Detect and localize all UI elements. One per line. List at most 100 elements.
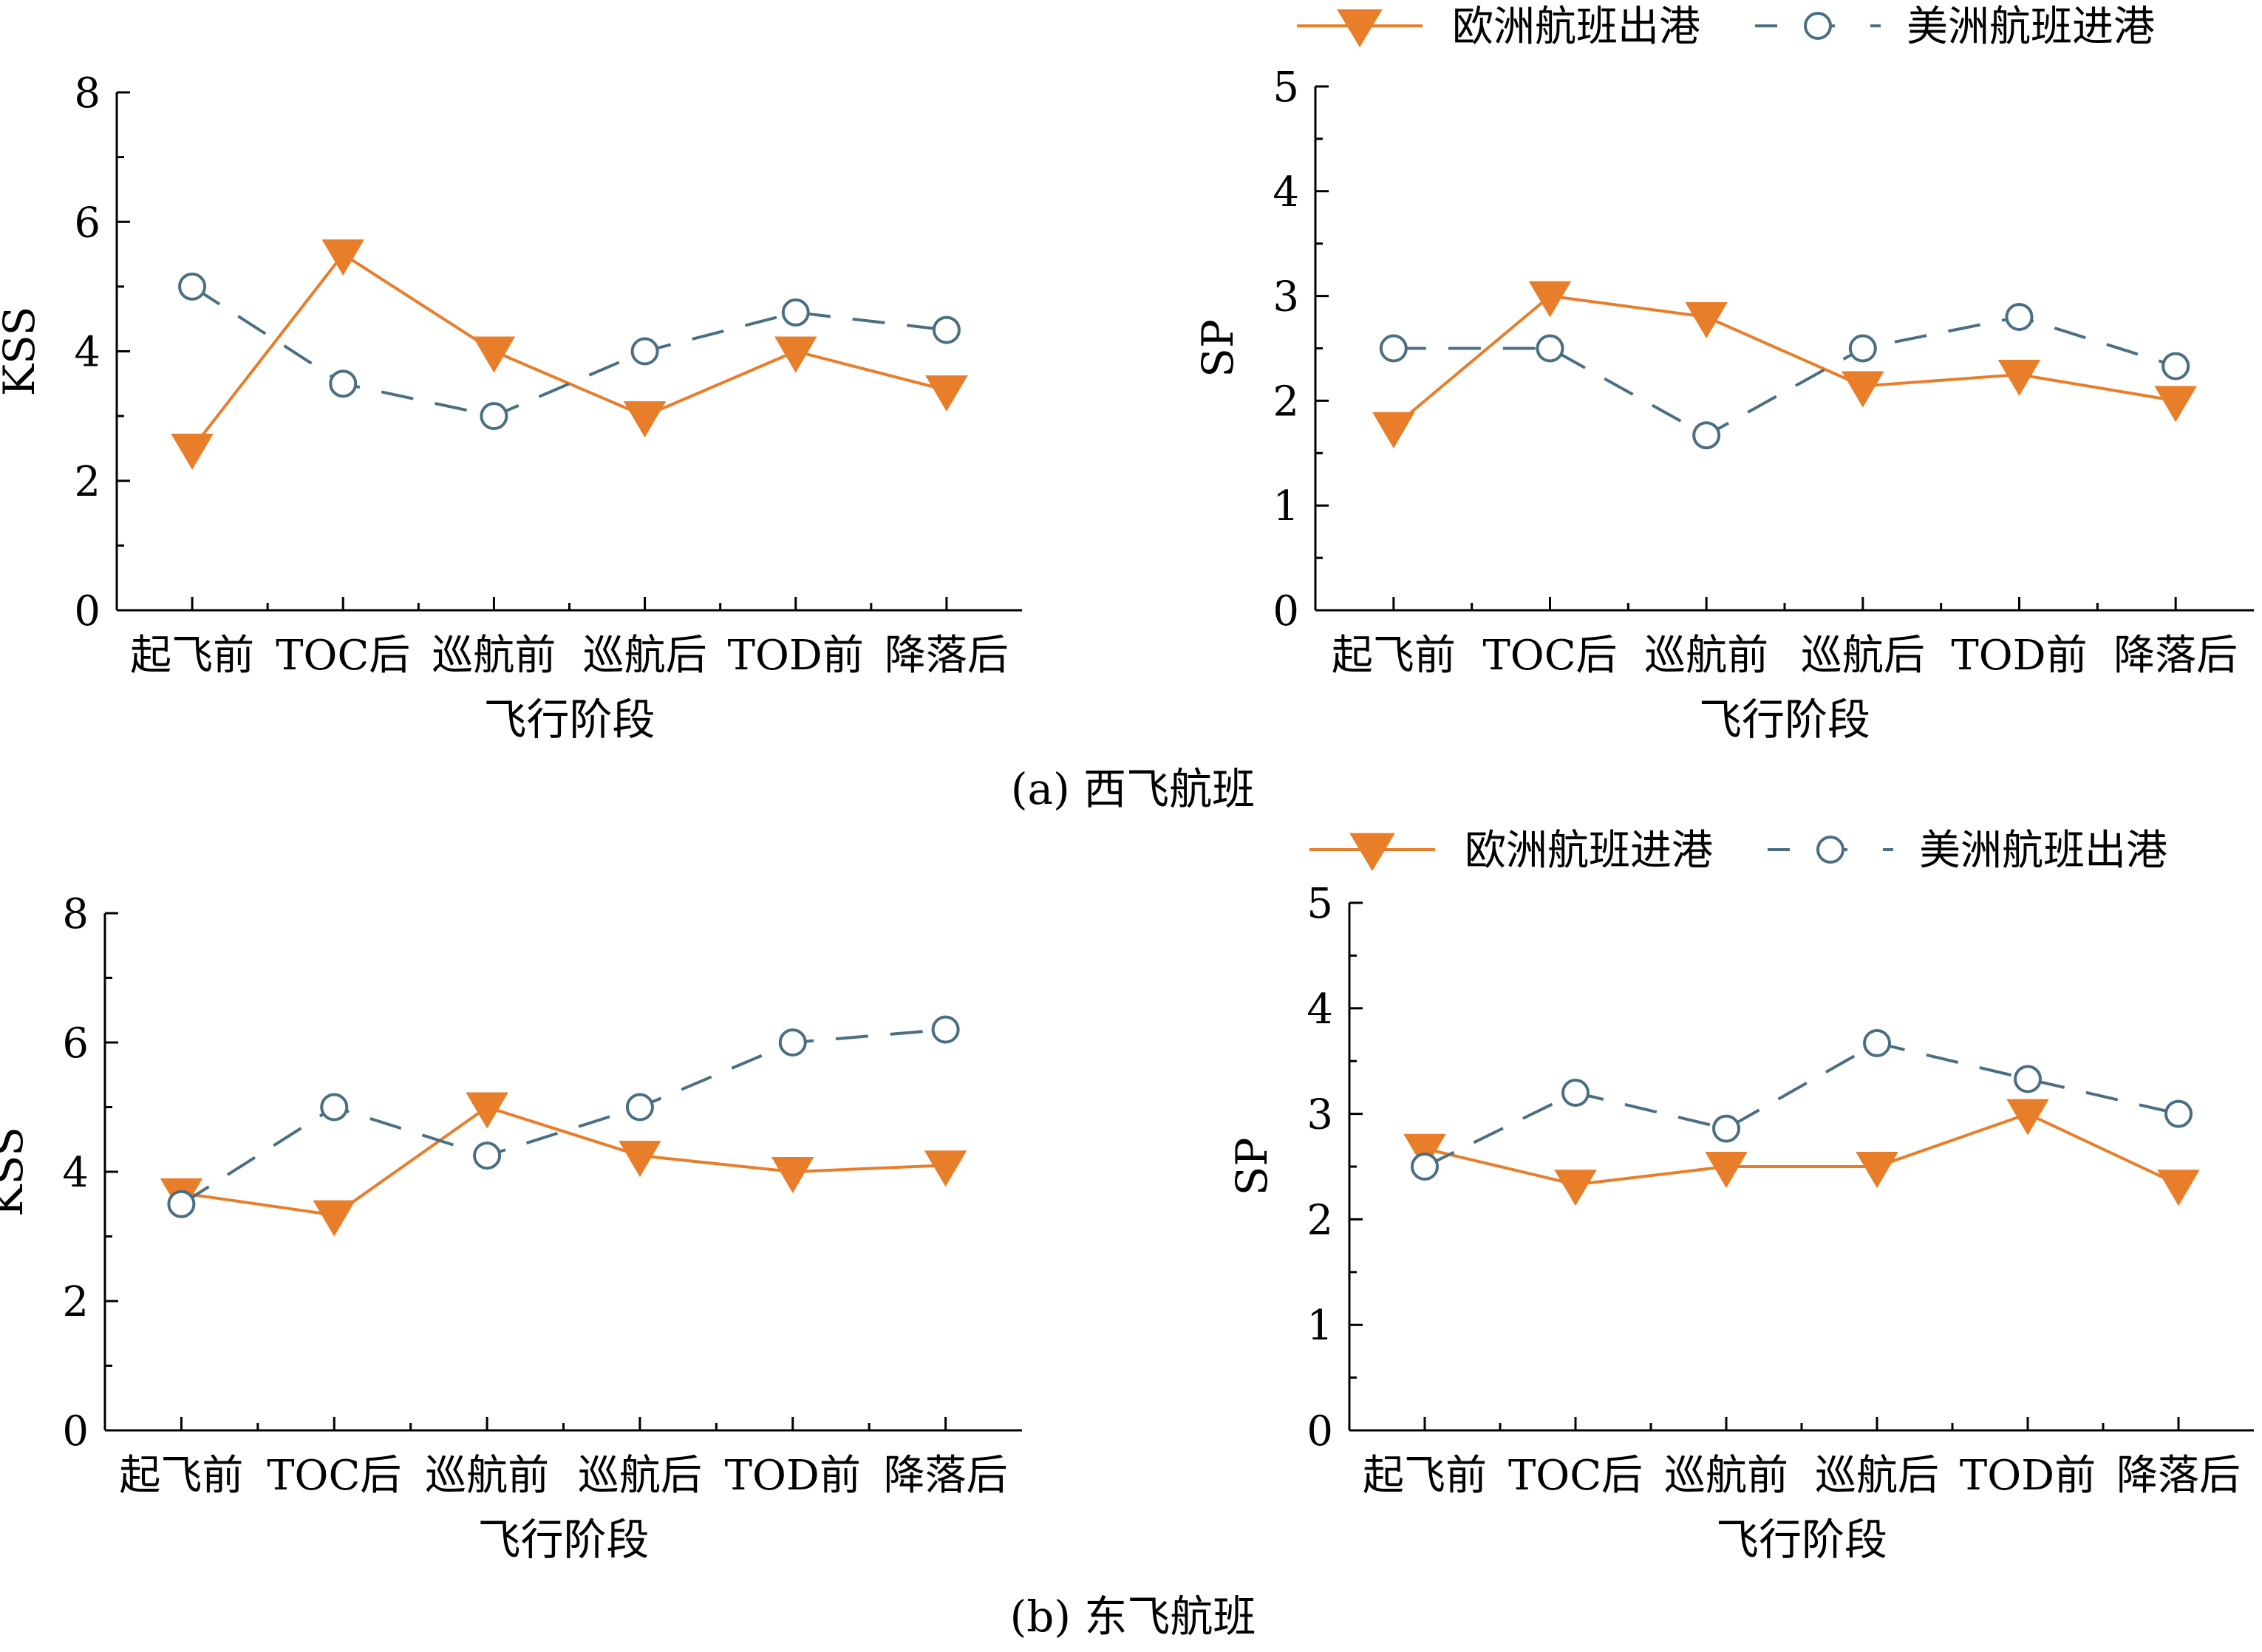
x-axis-title: 飞行阶段 xyxy=(1699,694,1870,745)
marker-circle-america xyxy=(2164,1099,2193,1128)
x-tick-label: TOC后 xyxy=(267,1452,401,1500)
marker-triangle-europe xyxy=(1372,412,1415,448)
marker-triangle-europe xyxy=(1997,359,2041,396)
y-tick-label: 2 xyxy=(1307,1196,1333,1244)
y-tick-label: 2 xyxy=(74,458,101,506)
legend-marker-america xyxy=(1804,12,1832,40)
series-line-america xyxy=(1424,1041,2179,1168)
marker-triangle-europe xyxy=(771,1157,814,1193)
marker-triangle-europe xyxy=(321,239,364,276)
x-tick-label: 巡航后 xyxy=(1815,1452,1939,1500)
series-line-america xyxy=(191,285,947,418)
y-tick-label: 3 xyxy=(1273,273,1299,321)
marker-circle-america xyxy=(1848,334,1877,363)
y-tick-label: 6 xyxy=(62,1020,89,1068)
marker-triangle-europe xyxy=(313,1200,355,1237)
marker-triangle-europe xyxy=(1705,1152,1748,1188)
marker-circle-america xyxy=(2161,352,2190,380)
y-tick-label: 4 xyxy=(74,329,101,377)
x-tick-label: 巡航前 xyxy=(1644,632,1768,680)
x-tick-label: TOD前 xyxy=(1951,632,2087,680)
x-axis-title: 飞行阶段 xyxy=(1716,1515,1887,1565)
marker-triangle-europe xyxy=(1842,371,1884,408)
series-line-europe xyxy=(1392,294,2176,429)
x-tick-label: 巡航前 xyxy=(425,1452,549,1500)
y-tick-label: 1 xyxy=(1273,482,1299,530)
y-tick-label: 2 xyxy=(1273,378,1299,426)
x-tick-label: 起飞前 xyxy=(119,1452,243,1500)
y-tick-label: 2 xyxy=(62,1278,89,1326)
marker-triangle-europe xyxy=(2006,1099,2049,1136)
legend-label-america: 美洲航班出港 xyxy=(1919,827,2167,875)
series-line-america xyxy=(180,1028,946,1206)
marker-circle-america xyxy=(778,1028,807,1057)
x-tick-label: TOC后 xyxy=(1482,632,1617,680)
y-tick-label: 3 xyxy=(1307,1091,1333,1139)
legend-marker-europe xyxy=(1349,833,1395,871)
marker-circle-america xyxy=(1863,1028,1891,1057)
x-tick-label: 巡航后 xyxy=(1801,632,1925,680)
marker-triangle-europe xyxy=(774,336,817,373)
x-tick-label: 巡航后 xyxy=(583,632,707,680)
y-tick-label: 8 xyxy=(62,890,89,938)
y-tick-label: 0 xyxy=(62,1407,89,1455)
x-tick-label: 降落后 xyxy=(885,632,1009,680)
marker-circle-america xyxy=(480,402,508,431)
marker-triangle-europe xyxy=(1856,1152,1898,1188)
marker-circle-america xyxy=(630,337,659,366)
marker-triangle-europe xyxy=(1403,1133,1446,1170)
y-tick-label: 1 xyxy=(1307,1302,1333,1350)
marker-circle-america xyxy=(1712,1114,1740,1143)
marker-circle-america xyxy=(1692,421,1721,450)
legend-0: 欧洲航班出港 美洲航班进港 xyxy=(1297,3,2155,51)
y-tick-label: 8 xyxy=(74,69,101,117)
x-tick-label: 起飞前 xyxy=(130,632,254,680)
marker-triangle-europe xyxy=(2157,1170,2200,1206)
y-axis-title: SP xyxy=(1193,319,1243,378)
series-line-america xyxy=(1393,315,2176,437)
marker-circle-america xyxy=(1411,1153,1439,1181)
x-tick-label: 降落后 xyxy=(2113,632,2238,680)
x-tick-label: TOD前 xyxy=(725,1452,861,1500)
marker-triangle-europe xyxy=(1685,301,1728,338)
x-tick-label: 起飞前 xyxy=(1332,632,1456,680)
y-tick-label: 0 xyxy=(1273,587,1299,635)
marker-circle-america xyxy=(931,1015,960,1044)
legend-marker-europe xyxy=(1337,9,1383,47)
x-tick-label: 降落后 xyxy=(2116,1452,2241,1500)
x-tick-label: 巡航前 xyxy=(432,632,556,680)
y-axis-title: KSS xyxy=(0,1127,33,1217)
marker-triangle-europe xyxy=(924,1150,967,1187)
marker-circle-america xyxy=(167,1189,196,1218)
series-line-europe xyxy=(1424,1112,2179,1187)
x-tick-label: TOC后 xyxy=(1508,1452,1643,1500)
marker-circle-america xyxy=(1561,1079,1590,1107)
y-axis-title: KSS xyxy=(0,307,44,397)
marker-triangle-europe xyxy=(466,1092,508,1129)
marker-circle-america xyxy=(1536,334,1564,363)
marker-triangle-europe xyxy=(2154,386,2197,423)
marker-triangle-europe xyxy=(472,336,516,373)
marker-triangle-europe xyxy=(171,433,214,470)
x-tick-label: TOD前 xyxy=(728,632,864,680)
marker-circle-america xyxy=(2014,1065,2042,1093)
marker-triangle-europe xyxy=(623,401,667,438)
legend-marker-america xyxy=(1816,836,1844,864)
y-tick-label: 4 xyxy=(62,1149,89,1197)
marker-circle-america xyxy=(2005,302,2034,331)
x-tick-label: 巡航前 xyxy=(1664,1452,1788,1500)
y-tick-label: 6 xyxy=(74,199,101,247)
x-tick-label: 巡航后 xyxy=(578,1452,702,1500)
marker-triangle-europe xyxy=(1554,1170,1597,1206)
marker-triangle-europe xyxy=(1528,281,1572,318)
legend-label-europe: 欧洲航班进港 xyxy=(1465,827,1713,875)
caption-west: (a) 西飞航班 xyxy=(1011,764,1255,814)
y-tick-label: 0 xyxy=(1307,1407,1333,1455)
